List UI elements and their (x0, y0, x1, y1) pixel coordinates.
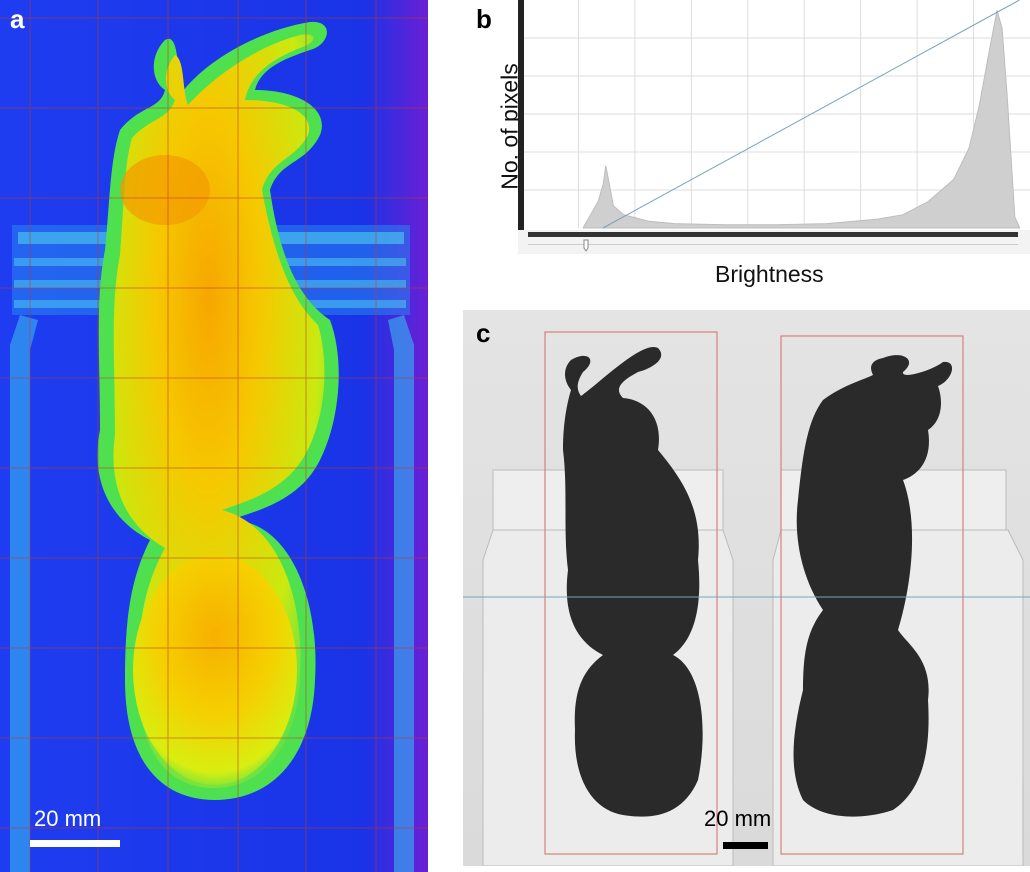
heatmap-image (0, 0, 428, 872)
specimen-right (793, 355, 953, 817)
panel-a: a 20 mm (0, 0, 428, 872)
x-axis-label: Brightness (715, 261, 824, 287)
roi-box-left (544, 331, 718, 855)
scale-bar-c (723, 842, 768, 849)
panel-a-label: a (10, 4, 25, 34)
panel-b: b No. of pixels Brightness (440, 0, 1030, 300)
panel-c: c 20 mm (440, 310, 1030, 872)
grid-overlay (0, 0, 428, 872)
panel-b-label: b (476, 4, 492, 34)
tone-curve-line (602, 0, 1020, 229)
histogram-area (582, 10, 1021, 229)
panel-c-label: c (476, 318, 491, 348)
specimen-heat (97, 21, 339, 801)
black-point-slider (583, 239, 589, 252)
specimen-left (563, 346, 703, 817)
xray-images (463, 310, 1030, 866)
scale-bar-c-text: 20 mm (704, 806, 772, 831)
left-gradient-strip (518, 0, 524, 230)
roi-box-right (780, 335, 964, 855)
histogram-chart (518, 0, 1030, 254)
gradient-bar (528, 232, 1018, 237)
scale-bar-a (30, 840, 120, 847)
scale-bar-a-text: 20 mm (34, 806, 102, 831)
